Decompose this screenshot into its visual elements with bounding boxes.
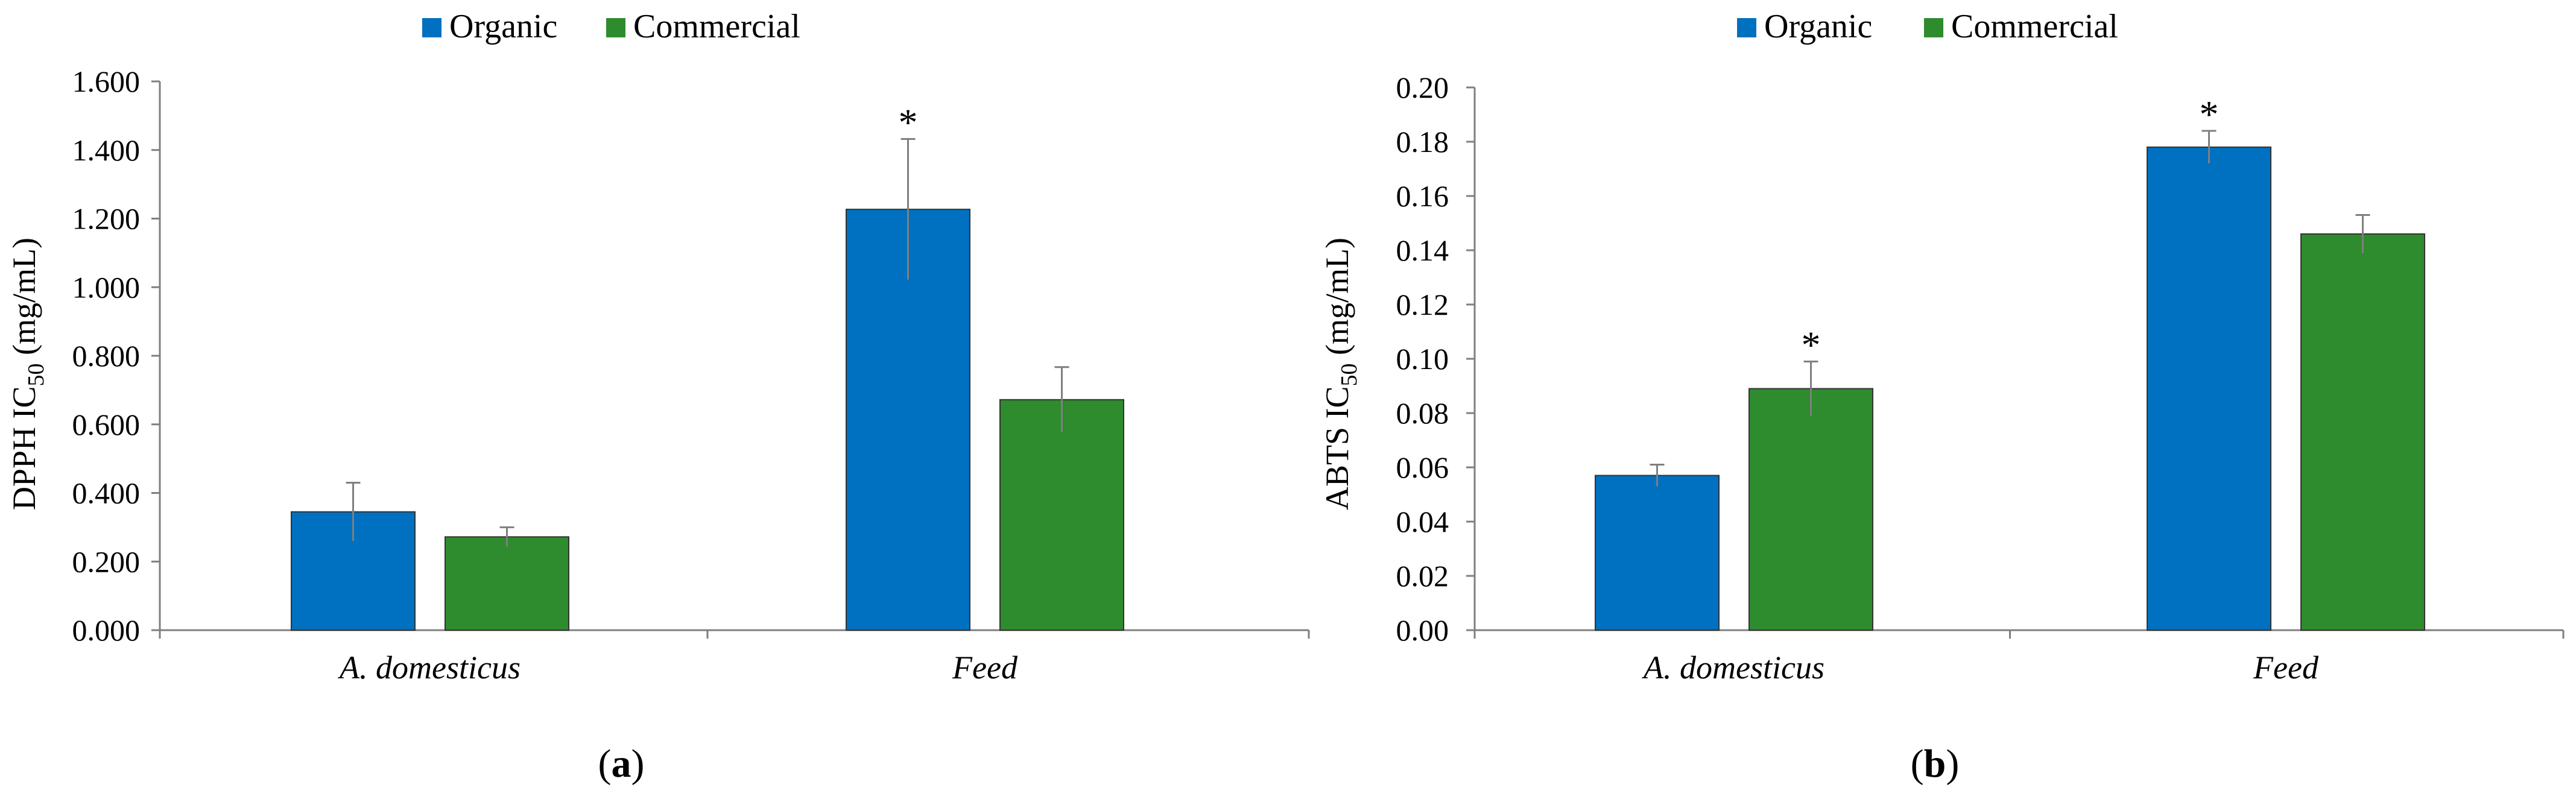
y-tick-label: 1.400 [72,133,141,167]
y-axis-title-subscript: 50 [24,363,49,386]
legend-label-organic: Organic [449,8,557,45]
y-tick-label: 0.800 [72,339,141,373]
y-tick-label: 0.000 [72,613,141,647]
x-category-label: Feed [952,649,1018,686]
significance-marker: * [2200,93,2219,136]
significance-marker: * [1802,324,1821,367]
y-tick-label: 0.14 [1396,233,1449,267]
y-axis-title: DPPH IC50 (mg/mL) [6,238,49,510]
y-tick-label: 0.16 [1396,179,1449,213]
y-tick-label: 0.20 [1396,71,1449,104]
legend-swatch-commercial [1924,18,1943,37]
y-tick-label: 0.18 [1396,125,1449,159]
y-tick-label: 0.400 [72,476,141,510]
chart-panel-b: Organic Commercial ABTS IC50 (mg/mL) A. … [1319,8,2565,786]
bar-commercial-feed [999,399,1124,631]
y-tick-label: 1.600 [72,65,141,98]
y-axis-title-unit: (mg/mL) [6,238,42,363]
bar-commercial-a-domesticus [1748,388,1873,631]
x-category-label: A. domesticus [338,649,521,686]
y-tick-label: 0.10 [1396,342,1449,376]
panel-label: (b) [1911,742,1960,786]
bar-organic-feed [2147,147,2271,631]
y-tick-label: 1.200 [72,202,141,236]
bar-commercial-a-domesticus [445,536,569,631]
y-axis-title-main: ABTS IC [1319,386,1355,510]
bar-organic-a-domesticus [1595,475,1720,631]
y-tick-label: 0.200 [72,545,141,578]
legend: Organic Commercial [1737,8,2118,45]
y-axis-title-main: DPPH IC [6,386,42,510]
x-category-label: A. domesticus [1642,649,1824,686]
y-tick-label: 0.00 [1396,613,1449,647]
x-category-label: Feed [2253,649,2319,686]
y-tick-label: 0.08 [1396,396,1449,430]
legend-label-organic: Organic [1764,8,1872,45]
y-axis-title-subscript: 50 [1337,363,1362,386]
bar-commercial-feed [2300,233,2425,631]
y-tick-label: 0.02 [1396,559,1449,593]
chart-panel-a: Organic Commercial DPPH IC50 (mg/mL) A. … [6,8,1310,786]
legend-swatch-commercial [606,18,625,37]
panel-label: (a) [598,742,645,786]
significance-marker: * [899,101,918,144]
legend: Organic Commercial [422,8,800,45]
legend-label-commercial: Commercial [1951,8,2118,45]
y-tick-label: 0.06 [1396,450,1449,484]
y-tick-label: 0.12 [1396,288,1449,321]
y-tick-label: 0.04 [1396,505,1449,539]
legend-swatch-organic [1737,18,1756,37]
legend-swatch-organic [422,18,441,37]
y-axis-title-unit: (mg/mL) [1319,238,1355,363]
y-tick-label: 1.000 [72,270,141,304]
panel-label-letter: a [612,742,631,786]
y-axis-title: ABTS IC50 (mg/mL) [1319,238,1362,510]
y-tick-label: 0.600 [72,408,141,441]
legend-label-commercial: Commercial [633,8,800,45]
panel-label-letter: b [1924,742,1946,786]
